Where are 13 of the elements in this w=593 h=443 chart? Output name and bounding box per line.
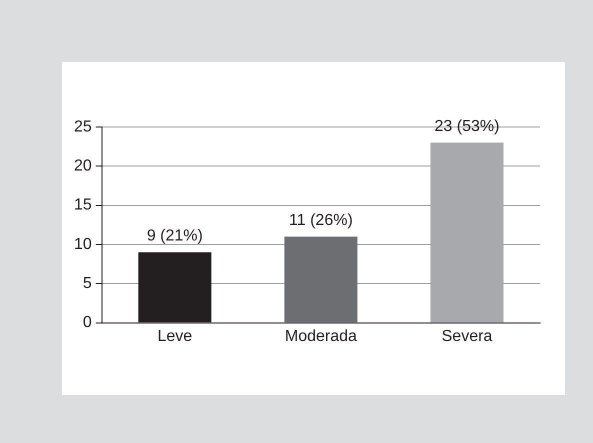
y-tick-label: 15 [74,196,92,214]
x-tick-label: Moderada [284,328,358,345]
data-label: 11 (26%) [289,212,353,230]
y-tick-label: 5 [82,275,92,292]
y-tick-label: 25 [74,118,92,136]
x-tick-label: Severa [442,328,492,345]
y-tick-label: 10 [74,236,92,253]
y-tick-label: 20 [74,158,92,175]
y-tick-label: 0 [82,314,92,332]
data-label: 23 (53%) [434,118,500,136]
x-tick-label: Leve [157,328,192,345]
bar [284,236,358,322]
data-label: 9 (21%) [146,228,203,245]
